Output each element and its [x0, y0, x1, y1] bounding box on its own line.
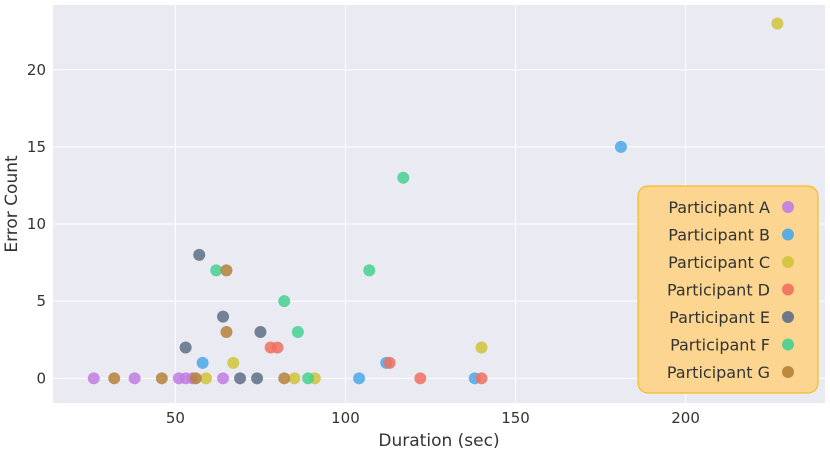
data-point-participant-e	[254, 326, 267, 339]
data-point-participant-g	[108, 372, 121, 385]
data-point-participant-f	[210, 264, 223, 277]
x-tick-label: 50	[166, 409, 185, 427]
data-point-participant-c	[475, 341, 488, 354]
data-point-participant-b	[614, 140, 627, 153]
data-point-participant-e	[217, 310, 230, 323]
x-tick-label: 100	[331, 409, 360, 427]
data-point-participant-d	[475, 372, 488, 385]
data-point-participant-f	[397, 171, 410, 184]
legend-label: Participant C	[668, 253, 770, 272]
data-point-participant-e	[234, 372, 247, 385]
data-point-participant-f	[363, 264, 376, 277]
legend-marker	[782, 228, 794, 241]
legend-marker	[782, 311, 794, 323]
data-point-participant-f	[291, 326, 304, 339]
legend-marker	[782, 201, 794, 213]
y-tick-label: 20	[27, 61, 46, 79]
y-axis-label: Error Count	[2, 155, 22, 253]
data-point-participant-d	[414, 372, 427, 385]
data-point-participant-e	[179, 341, 192, 354]
legend-marker	[782, 366, 794, 378]
legend-label: Participant E	[669, 308, 770, 327]
data-point-participant-c	[200, 372, 213, 385]
legend-label: Participant G	[667, 363, 770, 382]
x-tick-label: 150	[501, 409, 530, 427]
legend-marker	[782, 283, 794, 296]
data-point-participant-a	[128, 372, 141, 385]
legend-box	[637, 185, 819, 394]
x-tick-label: 200	[671, 409, 700, 427]
data-point-participant-f	[302, 372, 315, 385]
data-point-participant-g	[278, 372, 291, 385]
x-tick-labels: 50 100 150 200	[166, 409, 700, 427]
data-point-participant-b	[196, 356, 209, 369]
legend-label: Participant B	[668, 226, 770, 245]
y-tick-label: 15	[27, 138, 46, 156]
data-point-participant-d	[383, 356, 396, 369]
data-point-participant-c	[288, 372, 301, 385]
legend-label: Participant D	[667, 281, 770, 300]
data-point-participant-e	[193, 248, 206, 261]
legend-marker	[782, 338, 794, 351]
y-tick-labels: 0 5 10 15 20	[27, 61, 46, 388]
data-point-participant-g	[189, 372, 202, 385]
y-tick-label: 5	[36, 292, 46, 310]
data-point-participant-a	[87, 372, 100, 385]
x-axis-label: Duration (sec)	[378, 431, 499, 451]
y-tick-label: 0	[36, 369, 46, 387]
data-point-participant-g	[220, 264, 233, 277]
data-point-participant-b	[353, 372, 366, 385]
data-point-participant-a	[217, 372, 230, 385]
data-point-participant-f	[278, 295, 291, 308]
legend-label: Participant F	[670, 336, 770, 355]
legend-marker	[782, 256, 794, 268]
data-point-participant-d	[271, 341, 284, 354]
legend: Participant A Participant B Participant C P…	[637, 185, 819, 394]
legend-label: Participant A	[668, 198, 770, 217]
data-point-participant-g	[220, 326, 233, 339]
data-point-participant-e	[251, 372, 264, 385]
y-tick-label: 10	[27, 215, 46, 233]
data-point-participant-c	[227, 356, 240, 369]
data-point-participant-g	[155, 372, 168, 385]
data-point-participant-c	[771, 17, 784, 30]
data-points	[87, 17, 784, 385]
